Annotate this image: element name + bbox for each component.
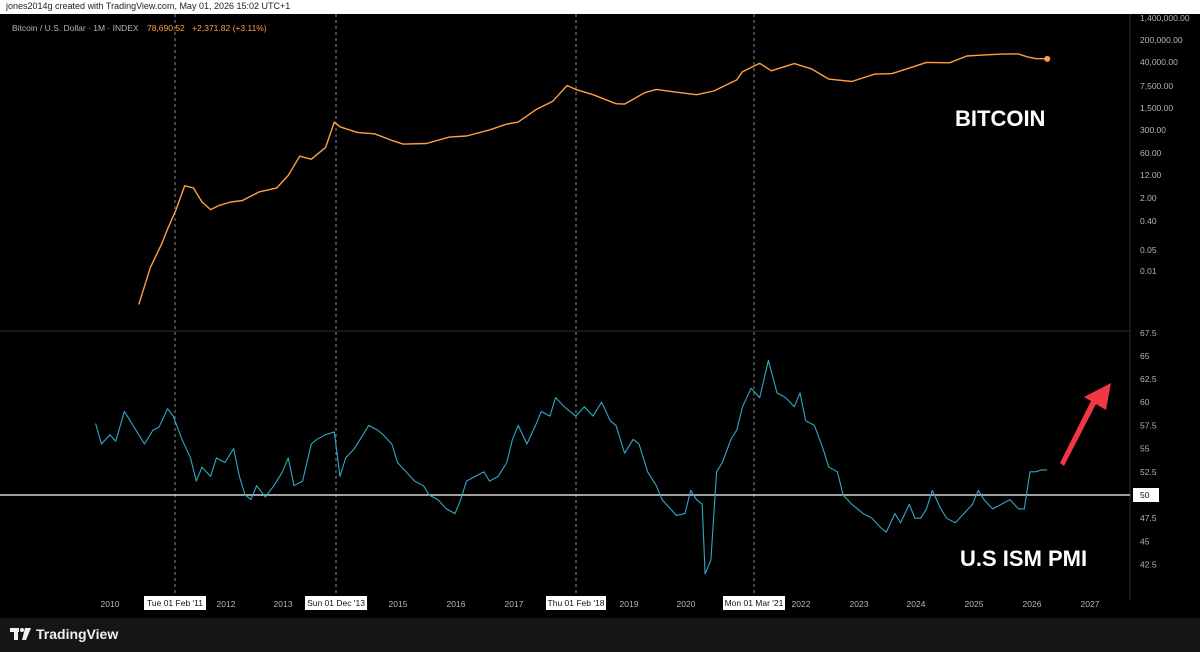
price-change: +2,371.82 (+3.11%) <box>192 23 267 33</box>
time-axis: 2010 2012 2013 2015 2016 2017 2019 2020 2022 2023… <box>101 596 1100 610</box>
bitcoin-price-tick: 1,400,000.00 <box>1140 13 1190 23</box>
arrow-shaft <box>1060 399 1097 466</box>
bitcoin-price-line <box>138 53 1048 305</box>
bitcoin-price-tick: 1,500.00 <box>1140 103 1173 113</box>
date-badge-bg <box>305 596 367 610</box>
pmi-tick: 65 <box>1140 351 1150 361</box>
tradingview-brand: TradingView <box>36 626 119 642</box>
time-axis-tick: 2026 <box>1023 599 1042 609</box>
pmi-tick: 62.5 <box>1140 374 1157 384</box>
date-badge-label: Thu 01 Feb '18 <box>548 598 605 608</box>
pmi-tick: 57.5 <box>1140 420 1157 430</box>
pmi-label: U.S ISM PMI <box>960 546 1088 571</box>
last-price: 78,690.52 <box>146 23 185 33</box>
pmi-50-badge-label: 50 <box>1140 490 1150 500</box>
date-badge-bg <box>144 596 206 610</box>
bitcoin-last-point <box>1044 55 1051 62</box>
bitcoin-price-tick: 0.05 <box>1140 245 1157 255</box>
bitcoin-pane <box>138 53 1051 305</box>
time-axis-tick: 2017 <box>505 599 524 609</box>
time-axis-tick: 2016 <box>447 599 466 609</box>
pmi-tick: 47.5 <box>1140 513 1157 523</box>
time-axis-tick: 2027 <box>1081 599 1100 609</box>
time-axis-tick: 2010 <box>101 599 120 609</box>
pmi-tick: 42.5 <box>1140 560 1157 570</box>
pmi-tick: 45 <box>1140 536 1150 546</box>
date-badge-label: Sun 01 Dec '13 <box>307 598 365 608</box>
bitcoin-price-tick: 0.40 <box>1140 216 1157 226</box>
bitcoin-price-tick: 7,500.00 <box>1140 81 1173 91</box>
time-axis-tick: 2022 <box>792 599 811 609</box>
chart-canvas[interactable]: 1,400,000.00 200,000.00 40,000.00 7,500.00 1… <box>0 0 1200 618</box>
bitcoin-price-tick: 200,000.00 <box>1140 35 1183 45</box>
footer-bar: TradingView <box>0 618 1200 652</box>
bitcoin-price-tick: 300.00 <box>1140 125 1166 135</box>
date-badge-label: Mon 01 Mar '21 <box>725 598 784 608</box>
bitcoin-price-tick: 60.00 <box>1140 148 1162 158</box>
pmi-50-badge <box>1133 488 1159 502</box>
pmi-tick: 60 <box>1140 397 1150 407</box>
date-badge-bg <box>723 596 785 610</box>
symbol-name: Bitcoin / U.S. Dollar · 1M · INDEX <box>12 23 139 33</box>
highlighted-date-lines <box>174 14 755 600</box>
tradingview-logo[interactable]: TradingView <box>10 626 118 642</box>
author-banner-text: jones2014g created with TradingView.com,… <box>6 1 291 11</box>
bitcoin-label: BITCOIN <box>955 106 1046 131</box>
pmi-tick: 67.5 <box>1140 328 1157 338</box>
time-axis-tick: 2019 <box>620 599 639 609</box>
time-axis-tick: 2024 <box>907 599 926 609</box>
symbol-header: Bitcoin / U.S. Dollar · 1M · INDEX 78,69… <box>12 23 267 33</box>
arrow-head <box>1084 383 1111 410</box>
time-axis-tick: 2015 <box>389 599 408 609</box>
pmi-value-axis: 67.5 42.5 45 47.5 52.5 55 57.5 60 62.5 65 50 <box>1133 328 1159 570</box>
up-arrow-annotation <box>1060 383 1111 466</box>
time-axis-tick: 2025 <box>965 599 984 609</box>
tradingview-icon <box>10 628 31 640</box>
pmi-pane <box>0 359 1130 575</box>
bitcoin-price-tick: 2.00 <box>1140 193 1157 203</box>
bitcoin-price-tick: 0.01 <box>1140 266 1157 276</box>
pmi-tick: 52.5 <box>1140 467 1157 477</box>
time-axis-tick: 2023 <box>850 599 869 609</box>
pmi-line <box>95 359 1048 575</box>
bitcoin-price-tick: 12.00 <box>1140 170 1162 180</box>
time-axis-tick: 2013 <box>274 599 293 609</box>
bitcoin-price-tick: 40,000.00 <box>1140 57 1178 67</box>
time-axis-tick: 2012 <box>217 599 236 609</box>
bitcoin-price-axis: 1,400,000.00 200,000.00 40,000.00 7,500.00 1… <box>1140 13 1190 276</box>
date-badge-bg <box>546 596 606 610</box>
date-badge-label: Tue 01 Feb '11 <box>147 598 203 608</box>
author-banner: jones2014g created with TradingView.com,… <box>0 0 1200 14</box>
pmi-tick: 55 <box>1140 444 1150 454</box>
time-axis-tick: 2020 <box>677 599 696 609</box>
